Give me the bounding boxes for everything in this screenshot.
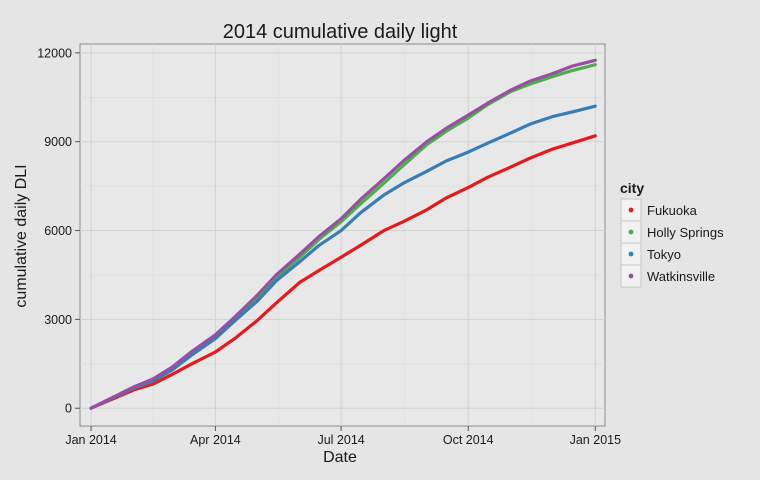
plot-panel [79,43,606,427]
x-tick-label: Jan 2015 [570,433,621,447]
legend-title: city [620,180,644,196]
y-tick-label: 0 [65,402,72,416]
x-tick-label: Jul 2014 [317,433,364,447]
x-axis-label: Date [323,449,357,466]
series-line-fukuoka [89,134,597,410]
y-tick-label: 3000 [44,313,72,327]
y-tick-label: 12000 [37,46,72,60]
x-tick-label: Oct 2014 [443,433,494,447]
legend-swatch-fukuoka [628,207,634,213]
series-line-tokyo [89,104,597,410]
x-tick-label: Apr 2014 [190,433,241,447]
legend-label-watkinsville: Watkinsville [647,269,715,284]
legend-label-fukuoka: Fukuoka [647,203,698,218]
legend: city Fukuoka Holly Springs Tokyo Watkinsvil… [620,180,724,288]
y-tick-label: 9000 [44,135,72,149]
chart-title: 2014 cumulative daily light [223,21,458,43]
y-tick-label: 6000 [44,224,72,238]
legend-label-tokyo: Tokyo [647,247,681,262]
series-line-watkinsville [89,58,597,410]
plot-area: Jan 2014 Apr 2014 Jul 2014 Oct 2014 Jan 2015… [37,43,621,447]
x-tick-label: Jan 2014 [65,433,116,447]
y-axis-label: cumulative daily DLI [13,164,30,307]
legend-swatch-tokyo [628,251,634,257]
legend-swatch-holly-springs [628,229,634,235]
legend-label-holly-springs: Holly Springs [647,225,724,240]
legend-swatch-watkinsville [628,273,634,279]
